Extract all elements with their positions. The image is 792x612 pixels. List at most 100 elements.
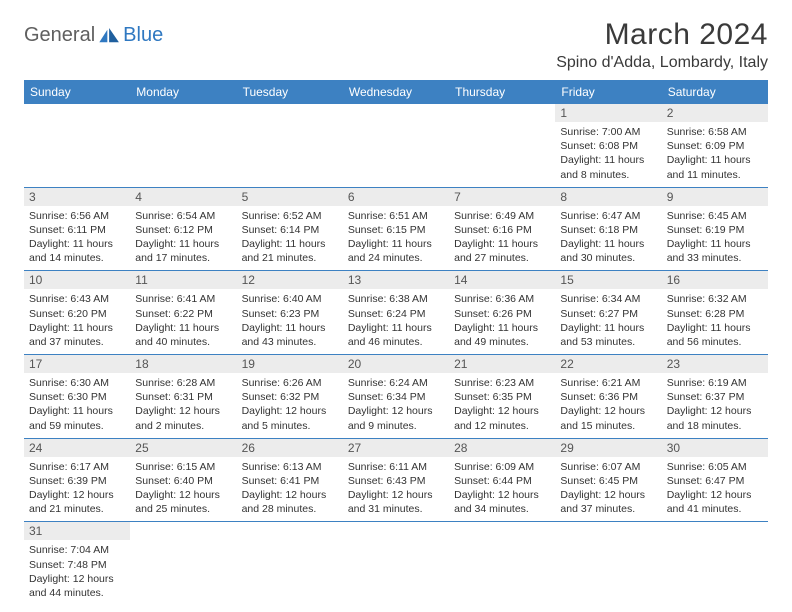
daylight-text: Daylight: 11 hours and 24 minutes. — [348, 237, 444, 265]
sunrise-text: Sunrise: 6:34 AM — [560, 292, 656, 306]
daylight-text: Daylight: 11 hours and 40 minutes. — [135, 321, 231, 349]
day-info: Sunrise: 6:58 AMSunset: 6:09 PMDaylight:… — [662, 122, 768, 187]
daylight-text: Daylight: 12 hours and 41 minutes. — [667, 488, 763, 516]
sunrise-text: Sunrise: 6:09 AM — [454, 460, 550, 474]
day-info: Sunrise: 7:04 AMSunset: 7:48 PMDaylight:… — [24, 540, 130, 605]
sunset-text: Sunset: 6:37 PM — [667, 390, 763, 404]
sunset-text: Sunset: 6:47 PM — [667, 474, 763, 488]
daylight-text: Daylight: 11 hours and 37 minutes. — [29, 321, 125, 349]
sunset-text: Sunset: 6:12 PM — [135, 223, 231, 237]
weekday-header: Friday — [555, 80, 661, 104]
daylight-text: Daylight: 12 hours and 18 minutes. — [667, 404, 763, 432]
day-number: 30 — [662, 439, 768, 457]
sunrise-text: Sunrise: 6:26 AM — [242, 376, 338, 390]
sunset-text: Sunset: 6:08 PM — [560, 139, 656, 153]
sunrise-text: Sunrise: 6:19 AM — [667, 376, 763, 390]
day-number: 4 — [130, 188, 236, 206]
calendar-cell — [662, 522, 768, 605]
day-number: 18 — [130, 355, 236, 373]
calendar-cell — [130, 522, 236, 605]
daylight-text: Daylight: 12 hours and 9 minutes. — [348, 404, 444, 432]
daylight-text: Daylight: 12 hours and 28 minutes. — [242, 488, 338, 516]
daylight-text: Daylight: 11 hours and 59 minutes. — [29, 404, 125, 432]
sunset-text: Sunset: 6:40 PM — [135, 474, 231, 488]
sunset-text: Sunset: 6:32 PM — [242, 390, 338, 404]
sunset-text: Sunset: 6:36 PM — [560, 390, 656, 404]
day-info: Sunrise: 6:21 AMSunset: 6:36 PMDaylight:… — [555, 373, 661, 438]
sunrise-text: Sunrise: 6:07 AM — [560, 460, 656, 474]
sunrise-text: Sunrise: 6:28 AM — [135, 376, 231, 390]
day-info: Sunrise: 6:05 AMSunset: 6:47 PMDaylight:… — [662, 457, 768, 522]
sunrise-text: Sunrise: 6:24 AM — [348, 376, 444, 390]
day-number: 31 — [24, 522, 130, 540]
daylight-text: Daylight: 11 hours and 17 minutes. — [135, 237, 231, 265]
sunrise-text: Sunrise: 6:54 AM — [135, 209, 231, 223]
sunset-text: Sunset: 6:31 PM — [135, 390, 231, 404]
sails-icon — [99, 28, 121, 44]
day-info: Sunrise: 6:17 AMSunset: 6:39 PMDaylight:… — [24, 457, 130, 522]
day-number: 17 — [24, 355, 130, 373]
sunset-text: Sunset: 6:28 PM — [667, 307, 763, 321]
sunrise-text: Sunrise: 6:15 AM — [135, 460, 231, 474]
day-info: Sunrise: 6:56 AMSunset: 6:11 PMDaylight:… — [24, 206, 130, 271]
sunset-text: Sunset: 6:26 PM — [454, 307, 550, 321]
sunrise-text: Sunrise: 6:05 AM — [667, 460, 763, 474]
day-info: Sunrise: 7:00 AMSunset: 6:08 PMDaylight:… — [555, 122, 661, 187]
calendar-cell: 9Sunrise: 6:45 AMSunset: 6:19 PMDaylight… — [662, 187, 768, 271]
day-info: Sunrise: 6:11 AMSunset: 6:43 PMDaylight:… — [343, 457, 449, 522]
calendar-cell: 20Sunrise: 6:24 AMSunset: 6:34 PMDayligh… — [343, 355, 449, 439]
day-info: Sunrise: 6:45 AMSunset: 6:19 PMDaylight:… — [662, 206, 768, 271]
calendar-cell — [237, 104, 343, 187]
sunrise-text: Sunrise: 6:41 AM — [135, 292, 231, 306]
daylight-text: Daylight: 12 hours and 44 minutes. — [29, 572, 125, 600]
calendar-cell — [130, 104, 236, 187]
daylight-text: Daylight: 12 hours and 34 minutes. — [454, 488, 550, 516]
weekday-header: Saturday — [662, 80, 768, 104]
calendar-cell: 11Sunrise: 6:41 AMSunset: 6:22 PMDayligh… — [130, 271, 236, 355]
calendar-table: SundayMondayTuesdayWednesdayThursdayFrid… — [24, 80, 768, 605]
calendar-head: SundayMondayTuesdayWednesdayThursdayFrid… — [24, 80, 768, 104]
sunrise-text: Sunrise: 6:13 AM — [242, 460, 338, 474]
daylight-text: Daylight: 11 hours and 11 minutes. — [667, 153, 763, 181]
calendar-cell: 2Sunrise: 6:58 AMSunset: 6:09 PMDaylight… — [662, 104, 768, 187]
sunset-text: Sunset: 6:34 PM — [348, 390, 444, 404]
daylight-text: Daylight: 12 hours and 15 minutes. — [560, 404, 656, 432]
day-number: 20 — [343, 355, 449, 373]
sunrise-text: Sunrise: 6:40 AM — [242, 292, 338, 306]
day-info: Sunrise: 6:49 AMSunset: 6:16 PMDaylight:… — [449, 206, 555, 271]
sunrise-text: Sunrise: 7:00 AM — [560, 125, 656, 139]
calendar-cell: 14Sunrise: 6:36 AMSunset: 6:26 PMDayligh… — [449, 271, 555, 355]
daylight-text: Daylight: 11 hours and 49 minutes. — [454, 321, 550, 349]
sunrise-text: Sunrise: 6:52 AM — [242, 209, 338, 223]
day-info: Sunrise: 6:43 AMSunset: 6:20 PMDaylight:… — [24, 289, 130, 354]
day-info: Sunrise: 6:32 AMSunset: 6:28 PMDaylight:… — [662, 289, 768, 354]
day-number: 19 — [237, 355, 343, 373]
day-info: Sunrise: 6:51 AMSunset: 6:15 PMDaylight:… — [343, 206, 449, 271]
day-info: Sunrise: 6:30 AMSunset: 6:30 PMDaylight:… — [24, 373, 130, 438]
calendar-cell: 31Sunrise: 7:04 AMSunset: 7:48 PMDayligh… — [24, 522, 130, 605]
calendar-cell: 21Sunrise: 6:23 AMSunset: 6:35 PMDayligh… — [449, 355, 555, 439]
daylight-text: Daylight: 11 hours and 30 minutes. — [560, 237, 656, 265]
sunrise-text: Sunrise: 6:49 AM — [454, 209, 550, 223]
day-number: 3 — [24, 188, 130, 206]
logo-text-general: General — [24, 24, 95, 47]
sunrise-text: Sunrise: 6:47 AM — [560, 209, 656, 223]
day-info: Sunrise: 6:24 AMSunset: 6:34 PMDaylight:… — [343, 373, 449, 438]
calendar-cell: 25Sunrise: 6:15 AMSunset: 6:40 PMDayligh… — [130, 438, 236, 522]
sunset-text: Sunset: 6:09 PM — [667, 139, 763, 153]
day-number: 13 — [343, 271, 449, 289]
day-info: Sunrise: 6:13 AMSunset: 6:41 PMDaylight:… — [237, 457, 343, 522]
day-info: Sunrise: 6:28 AMSunset: 6:31 PMDaylight:… — [130, 373, 236, 438]
calendar-cell: 23Sunrise: 6:19 AMSunset: 6:37 PMDayligh… — [662, 355, 768, 439]
sunrise-text: Sunrise: 6:58 AM — [667, 125, 763, 139]
day-number: 21 — [449, 355, 555, 373]
daylight-text: Daylight: 12 hours and 2 minutes. — [135, 404, 231, 432]
sunset-text: Sunset: 7:48 PM — [29, 558, 125, 572]
daylight-text: Daylight: 11 hours and 56 minutes. — [667, 321, 763, 349]
day-number: 15 — [555, 271, 661, 289]
calendar-cell: 5Sunrise: 6:52 AMSunset: 6:14 PMDaylight… — [237, 187, 343, 271]
day-info: Sunrise: 6:36 AMSunset: 6:26 PMDaylight:… — [449, 289, 555, 354]
day-info: Sunrise: 6:40 AMSunset: 6:23 PMDaylight:… — [237, 289, 343, 354]
sunset-text: Sunset: 6:30 PM — [29, 390, 125, 404]
calendar-cell: 7Sunrise: 6:49 AMSunset: 6:16 PMDaylight… — [449, 187, 555, 271]
